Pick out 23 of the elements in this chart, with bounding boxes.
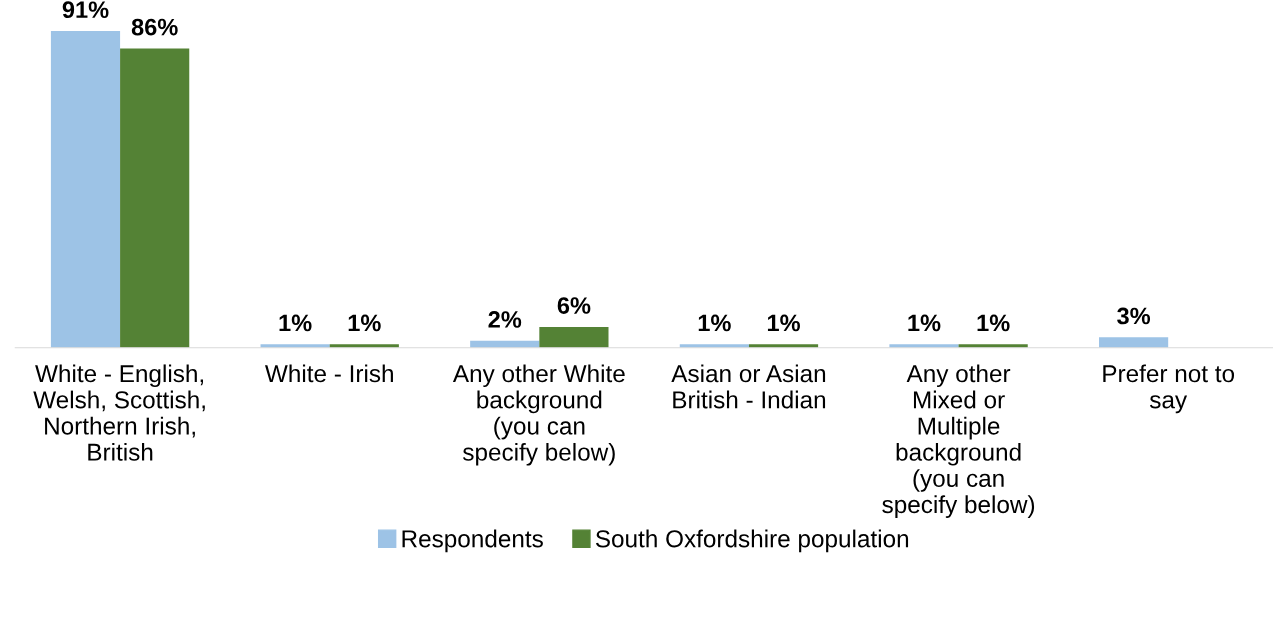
data-label: 1% bbox=[698, 314, 731, 332]
data-label: 1% bbox=[977, 314, 1010, 332]
x-tick-label: White - Irish bbox=[264, 364, 393, 383]
x-tick-label: Any other Mixed or Multiple background (you can specify below) bbox=[882, 364, 1035, 518]
legend-label: Respondents bbox=[402, 529, 543, 553]
data-label: 6% bbox=[557, 297, 591, 314]
data-label: 1% bbox=[767, 314, 800, 332]
bar bbox=[539, 326, 609, 348]
data-label: 2% bbox=[488, 311, 522, 328]
x-tick-label: Prefer not to say bbox=[1103, 364, 1235, 414]
bar bbox=[50, 31, 121, 348]
data-label: 86% bbox=[131, 18, 178, 36]
data-label: 1% bbox=[348, 314, 381, 332]
data-label: 3% bbox=[1117, 307, 1151, 325]
x-tick-label: White - English, Welsh, Scottish, Northern Irish, British bbox=[33, 364, 205, 461]
data-label: 1% bbox=[908, 314, 941, 332]
data-label: 1% bbox=[279, 314, 312, 332]
legend-label: South Oxfordshire population bbox=[595, 529, 909, 553]
bar bbox=[1099, 337, 1169, 348]
data-label: 91% bbox=[62, 1, 109, 19]
x-tick-label: Any other White background (you can specify below) bbox=[452, 364, 625, 466]
x-tick-label: Asian or Asian British - Indian bbox=[671, 364, 826, 409]
bar bbox=[120, 48, 190, 348]
